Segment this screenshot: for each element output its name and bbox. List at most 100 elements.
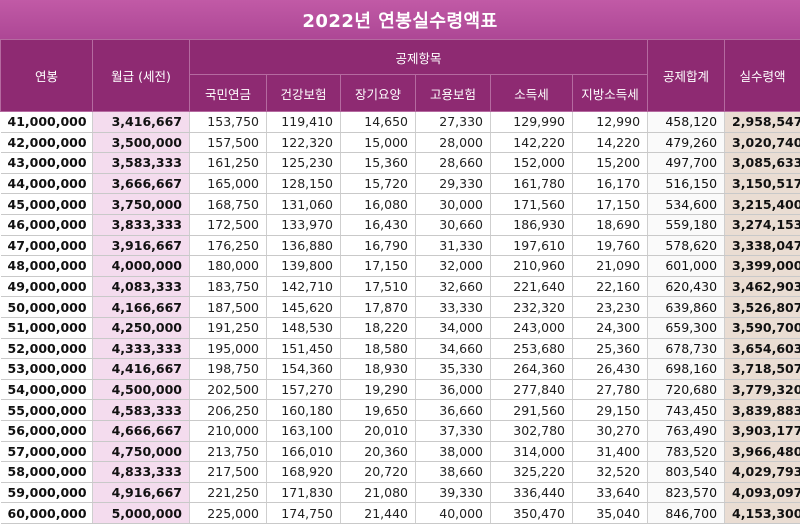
- cell-monthly: 3,583,333: [93, 153, 190, 174]
- cell-income-tax: 350,470: [491, 503, 573, 524]
- cell-health-insurance: 119,410: [267, 112, 341, 133]
- cell-long-term-care: 16,790: [341, 235, 416, 256]
- cell-employment-insurance: 28,660: [416, 153, 491, 174]
- cell-salary: 56,000,000: [1, 420, 93, 441]
- cell-net: 3,215,400: [725, 194, 800, 215]
- cell-salary: 51,000,000: [1, 317, 93, 338]
- cell-monthly: 4,500,000: [93, 379, 190, 400]
- cell-long-term-care: 20,360: [341, 441, 416, 462]
- cell-total: 720,680: [648, 379, 725, 400]
- cell-health-insurance: 171,830: [267, 482, 341, 503]
- cell-net: 3,966,480: [725, 441, 800, 462]
- cell-net: 2,958,547: [725, 112, 800, 133]
- cell-total: 659,300: [648, 317, 725, 338]
- cell-net: 4,153,300: [725, 503, 800, 524]
- cell-salary: 45,000,000: [1, 194, 93, 215]
- cell-health-insurance: 154,360: [267, 359, 341, 380]
- cell-monthly: 3,416,667: [93, 112, 190, 133]
- header-total: 공제합계: [648, 40, 725, 112]
- cell-long-term-care: 20,720: [341, 462, 416, 483]
- cell-income-tax: 253,680: [491, 338, 573, 359]
- cell-national-pension: 165,000: [190, 173, 267, 194]
- cell-health-insurance: 125,230: [267, 153, 341, 174]
- cell-monthly: 4,416,667: [93, 359, 190, 380]
- cell-local-income-tax: 29,150: [573, 400, 648, 421]
- cell-employment-insurance: 34,000: [416, 317, 491, 338]
- cell-salary: 53,000,000: [1, 359, 93, 380]
- cell-total: 620,430: [648, 276, 725, 297]
- cell-long-term-care: 15,720: [341, 173, 416, 194]
- cell-local-income-tax: 16,170: [573, 173, 648, 194]
- cell-local-income-tax: 27,780: [573, 379, 648, 400]
- cell-long-term-care: 17,510: [341, 276, 416, 297]
- cell-net: 3,085,633: [725, 153, 800, 174]
- cell-net: 3,590,700: [725, 317, 800, 338]
- header-income-tax: 소득세: [491, 75, 573, 112]
- cell-total: 479,260: [648, 132, 725, 153]
- cell-national-pension: 217,500: [190, 462, 267, 483]
- cell-long-term-care: 18,220: [341, 317, 416, 338]
- cell-total: 823,570: [648, 482, 725, 503]
- cell-national-pension: 195,000: [190, 338, 267, 359]
- cell-long-term-care: 20,010: [341, 420, 416, 441]
- cell-income-tax: 325,220: [491, 462, 573, 483]
- cell-monthly: 5,000,000: [93, 503, 190, 524]
- cell-health-insurance: 160,180: [267, 400, 341, 421]
- cell-long-term-care: 21,440: [341, 503, 416, 524]
- cell-income-tax: 314,000: [491, 441, 573, 462]
- cell-local-income-tax: 14,220: [573, 132, 648, 153]
- cell-monthly: 4,166,667: [93, 297, 190, 318]
- cell-local-income-tax: 32,520: [573, 462, 648, 483]
- cell-monthly: 4,833,333: [93, 462, 190, 483]
- cell-long-term-care: 19,290: [341, 379, 416, 400]
- cell-national-pension: 206,250: [190, 400, 267, 421]
- header-monthly: 월급 (세전): [93, 40, 190, 112]
- cell-national-pension: 161,250: [190, 153, 267, 174]
- cell-total: 497,700: [648, 153, 725, 174]
- cell-salary: 58,000,000: [1, 462, 93, 483]
- cell-local-income-tax: 35,040: [573, 503, 648, 524]
- cell-salary: 49,000,000: [1, 276, 93, 297]
- cell-local-income-tax: 17,150: [573, 194, 648, 215]
- cell-long-term-care: 16,080: [341, 194, 416, 215]
- cell-national-pension: 210,000: [190, 420, 267, 441]
- cell-total: 803,540: [648, 462, 725, 483]
- cell-employment-insurance: 32,000: [416, 256, 491, 277]
- cell-local-income-tax: 22,160: [573, 276, 648, 297]
- cell-health-insurance: 151,450: [267, 338, 341, 359]
- cell-national-pension: 157,500: [190, 132, 267, 153]
- cell-employment-insurance: 35,330: [416, 359, 491, 380]
- cell-income-tax: 336,440: [491, 482, 573, 503]
- cell-local-income-tax: 15,200: [573, 153, 648, 174]
- cell-long-term-care: 15,000: [341, 132, 416, 153]
- cell-health-insurance: 166,010: [267, 441, 341, 462]
- cell-long-term-care: 15,360: [341, 153, 416, 174]
- header-health-insurance: 건강보험: [267, 75, 341, 112]
- cell-salary: 42,000,000: [1, 132, 93, 153]
- cell-total: 458,120: [648, 112, 725, 133]
- cell-income-tax: 171,560: [491, 194, 573, 215]
- cell-salary: 59,000,000: [1, 482, 93, 503]
- cell-employment-insurance: 39,330: [416, 482, 491, 503]
- cell-net: 4,093,097: [725, 482, 800, 503]
- cell-total: 846,700: [648, 503, 725, 524]
- cell-salary: 44,000,000: [1, 173, 93, 194]
- cell-employment-insurance: 33,330: [416, 297, 491, 318]
- cell-employment-insurance: 30,660: [416, 214, 491, 235]
- header-local-income-tax: 지방소득세: [573, 75, 648, 112]
- cell-employment-insurance: 30,000: [416, 194, 491, 215]
- cell-health-insurance: 128,150: [267, 173, 341, 194]
- cell-total: 559,180: [648, 214, 725, 235]
- cell-net: 3,399,000: [725, 256, 800, 277]
- cell-employment-insurance: 38,660: [416, 462, 491, 483]
- salary-table: 연봉 월급 (세전) 공제항목 공제합계 실수령액 국민연금 건강보험 장기요양…: [0, 39, 800, 524]
- cell-national-pension: 225,000: [190, 503, 267, 524]
- cell-total: 763,490: [648, 420, 725, 441]
- cell-long-term-care: 21,080: [341, 482, 416, 503]
